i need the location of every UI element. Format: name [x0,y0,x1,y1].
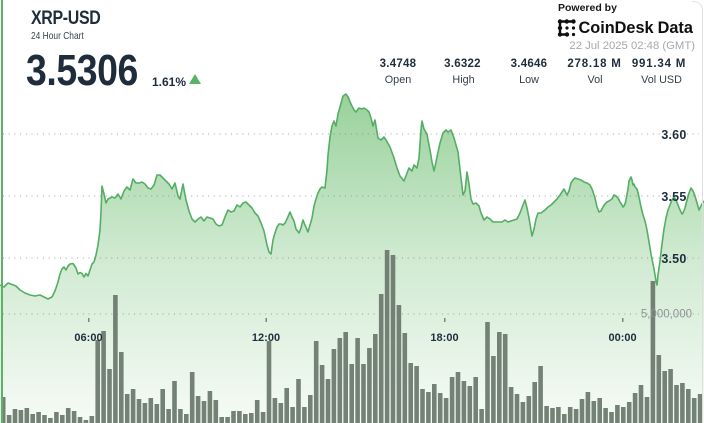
svg-text:5,000,000: 5,000,000 [641,309,692,321]
svg-text:3.50: 3.50 [661,252,686,266]
svg-text:12:00: 12:00 [252,332,280,344]
svg-text:3.60: 3.60 [661,128,686,142]
svg-text:00:00: 00:00 [609,332,637,344]
svg-text:06:00: 06:00 [74,332,102,344]
svg-text:3.55: 3.55 [661,190,686,204]
svg-text:18:00: 18:00 [430,332,458,344]
